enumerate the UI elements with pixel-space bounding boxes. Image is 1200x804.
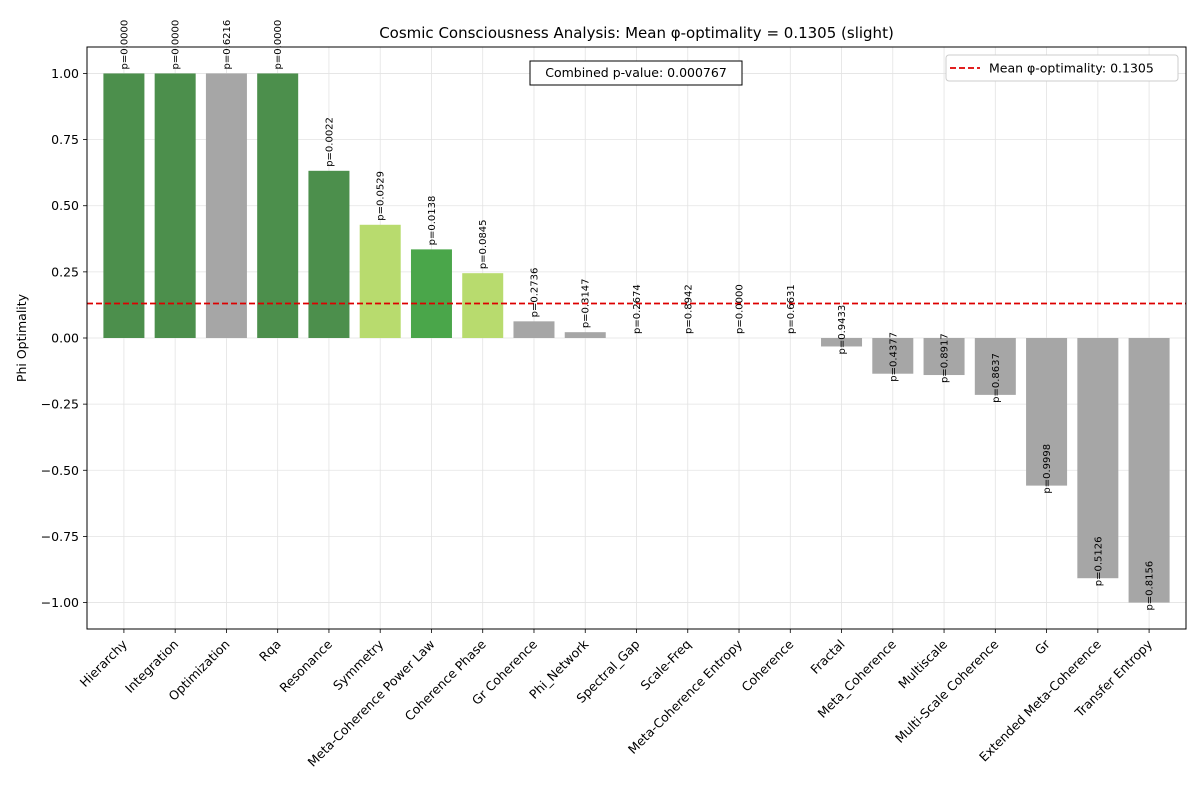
bar-symmetry [359, 224, 401, 338]
p-value-label: p=0.5126 [1093, 536, 1104, 586]
legend-entry-label: Mean φ-optimality: 0.1305 [989, 61, 1154, 76]
bar-integration [154, 73, 196, 339]
bar-hierarchy [103, 73, 145, 339]
x-tick-label: Multiscale [895, 636, 950, 691]
p-value-label: p=0.4377 [888, 332, 899, 382]
annotation-text: Combined p-value: 0.000767 [545, 65, 727, 80]
annotation-box-frame [529, 60, 743, 86]
bar-meta-coherence-power-law [410, 249, 452, 338]
x-tick-label: Multi-Scale Coherence [892, 636, 1002, 746]
bar-multiscale [923, 338, 965, 376]
p-value-label: p=0.9998 [1042, 444, 1053, 494]
bar-optimization [205, 73, 247, 339]
bar-gr-coherence [513, 321, 555, 338]
bar-extended-meta-coherence [1077, 338, 1119, 579]
x-tick-label: Rqa [256, 637, 284, 665]
y-tick-label: 0.00 [51, 331, 79, 346]
y-tick-label: 0.75 [51, 132, 79, 147]
bar-rqa [257, 73, 299, 339]
p-value-label: p=0.0022 [324, 117, 335, 167]
bar-meta-coherence [872, 338, 914, 374]
p-value-labels-layer: p=0.0000 p=0.0000 p=0.6216 p=0.0000 p=0.0022… [119, 20, 1155, 611]
p-value-label: p=0.8637 [991, 353, 1002, 403]
bars-layer [103, 73, 1170, 603]
x-tick-label: Hierarchy [77, 636, 131, 690]
bar-multi-scale-coherence [974, 338, 1016, 395]
p-value-label: p=0.0000 [119, 20, 130, 70]
p-value-label: p=0.8917 [940, 333, 951, 383]
combined-p-value-annotation: Combined p-value: 0.000767 [529, 60, 743, 86]
y-axis-label: Phi Optimality [14, 293, 29, 382]
p-value-label: p=0.6631 [786, 284, 797, 334]
bar-coherence-phase [462, 273, 504, 338]
bar-resonance [308, 170, 350, 338]
p-value-label: p=0.0000 [171, 20, 182, 70]
y-tick-label: −1.00 [41, 595, 79, 610]
p-value-label: p=0.0000 [273, 20, 284, 70]
x-tick-label: Gr [1032, 636, 1054, 658]
y-tick-label: −0.75 [41, 529, 79, 544]
bar-phi-network [564, 332, 606, 338]
p-value-label: p=0.0000 [735, 284, 746, 334]
p-value-label: p=0.0529 [376, 171, 387, 221]
grid-layer [87, 47, 1186, 629]
p-value-label: p=0.2674 [632, 284, 643, 334]
p-value-label: p=0.2736 [529, 268, 540, 318]
p-value-label: p=0.0845 [478, 219, 489, 269]
chart-title: Cosmic Consciousness Analysis: Mean φ-op… [379, 24, 894, 42]
p-value-label: p=0.9433 [837, 305, 848, 355]
y-tick-label: 1.00 [51, 66, 79, 81]
y-tick-label: −0.25 [41, 397, 79, 412]
p-value-label: p=0.8156 [1145, 561, 1156, 611]
bar-transfer-entropy [1128, 338, 1170, 603]
y-axis-ticks: −1.00 −0.75 −0.50 −0.25 0.00 0.25 0.50 0.75 1.00 [41, 66, 87, 610]
p-value-label: p=0.8942 [683, 284, 694, 334]
p-value-label: p=0.6216 [222, 20, 233, 70]
y-tick-label: 0.25 [51, 264, 79, 279]
y-tick-label: −0.50 [41, 463, 79, 478]
legend-frame [945, 54, 1179, 82]
legend: Mean φ-optimality: 0.1305 [945, 54, 1179, 82]
bar-fractal [821, 338, 863, 347]
p-value-label: p=0.0138 [427, 196, 438, 246]
x-tick-label: Resonance [276, 636, 335, 695]
y-tick-label: 0.50 [51, 198, 79, 213]
x-tick-label: Fractal [807, 637, 847, 677]
x-tick-label: Coherence [738, 636, 796, 694]
p-value-label: p=0.3147 [581, 278, 592, 328]
bar-gr [1026, 338, 1068, 486]
